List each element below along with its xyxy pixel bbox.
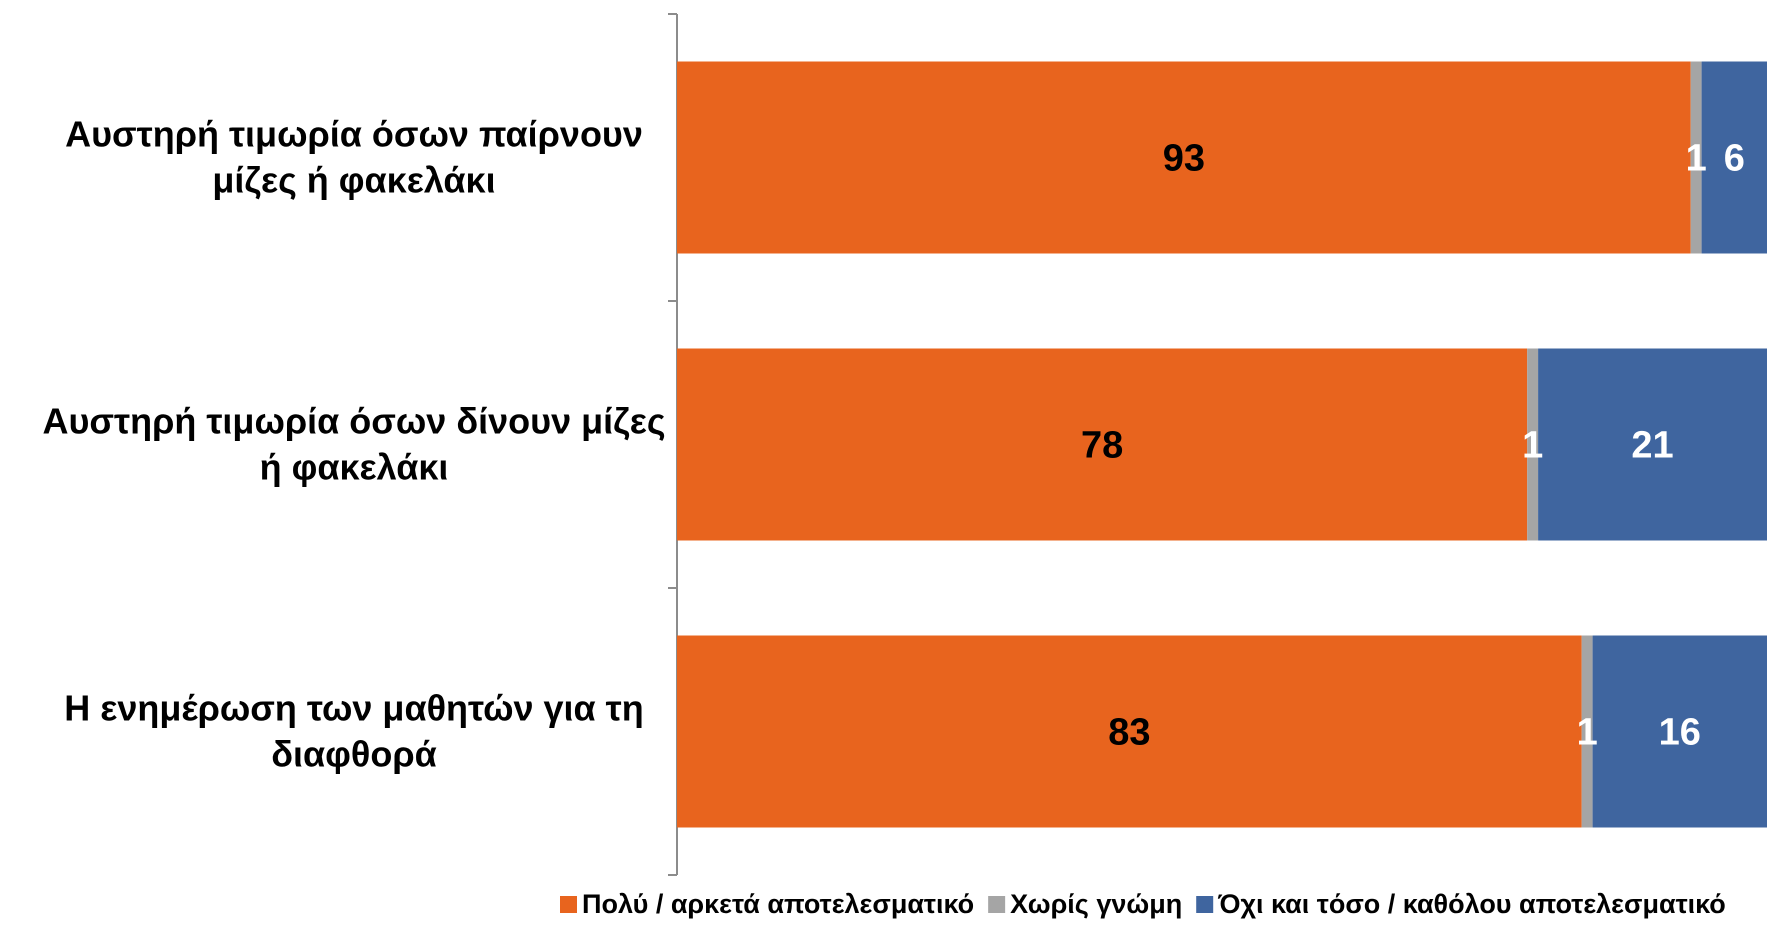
legend-label: Χωρίς γνώμη: [1010, 889, 1182, 919]
legend-swatch: [988, 896, 1006, 913]
data-label: 1: [1686, 138, 1707, 180]
category-label: Αυστηρή τιμωρία όσων παίρνουν: [65, 114, 643, 155]
bar-segment: [1690, 61, 1702, 254]
category-labels: Αυστηρή τιμωρία όσων παίρνουν μίζες ή φακ…: [42, 114, 665, 775]
category-label: ή φακελάκι: [260, 447, 449, 488]
category-label: μίζες ή φακελάκι: [212, 160, 495, 201]
bar-segment: [1592, 635, 1767, 828]
bar-segment: [1527, 348, 1539, 541]
legend-swatch: [560, 896, 577, 913]
bars: [677, 61, 1767, 828]
bar-segment: [1701, 61, 1767, 254]
bar-segment: [677, 635, 1582, 828]
legend-label: Όχι και τόσο / καθόλου αποτελεσματικό: [1217, 889, 1726, 919]
legend-swatch: [1196, 896, 1214, 913]
bar-segment: [677, 348, 1528, 541]
category-label: διαφθορά: [271, 734, 437, 775]
legend-label: Πολύ / αρκετά αποτελεσματικό: [582, 889, 974, 919]
category-axis: [668, 13, 678, 876]
bar-segment: [1581, 635, 1593, 828]
data-label: 93: [1163, 138, 1205, 180]
data-label: 83: [1108, 712, 1150, 754]
category-label: Αυστηρή τιμωρία όσων δίνουν μίζες: [42, 401, 665, 442]
data-label: 6: [1724, 138, 1745, 180]
category-label: Η ενημέρωση των μαθητών για τη: [64, 688, 643, 729]
data-label: 21: [1631, 425, 1673, 467]
data-label: 16: [1659, 712, 1701, 754]
bar-segment: [677, 61, 1691, 254]
bar-segment: [1538, 348, 1767, 541]
data-label: 1: [1522, 425, 1543, 467]
legend: Πολύ / αρκετά αποτελεσματικό Χωρίς γνώμη Ό…: [560, 889, 1726, 919]
data-label: 1: [1577, 712, 1598, 754]
data-label: 78: [1081, 425, 1123, 467]
